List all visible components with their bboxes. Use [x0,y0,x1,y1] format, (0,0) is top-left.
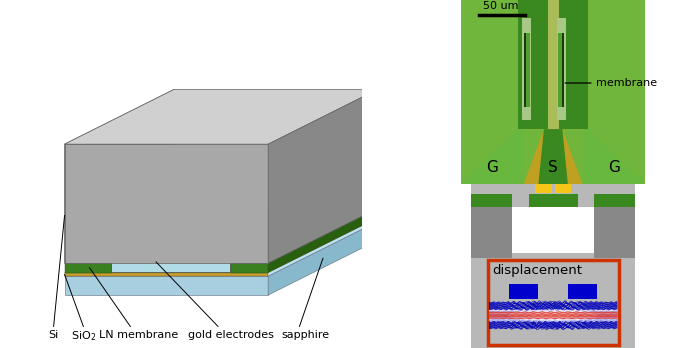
Bar [583,0,645,184]
Ellipse shape [508,310,598,321]
Polygon shape [64,208,377,263]
Bar [555,183,571,193]
Polygon shape [231,254,260,270]
Bar [529,194,577,207]
Polygon shape [260,212,342,270]
Text: 50 um: 50 um [483,1,519,11]
Polygon shape [87,212,199,254]
Bar [547,0,559,129]
Bar [471,194,512,207]
Bar [522,18,531,120]
Text: SiO$_2$: SiO$_2$ [71,330,96,343]
Polygon shape [159,254,187,270]
Polygon shape [195,254,223,270]
Polygon shape [268,221,377,295]
Polygon shape [64,276,268,295]
Ellipse shape [529,313,577,318]
Bar [518,0,547,129]
Text: membrane: membrane [595,78,657,88]
Bar [559,0,588,129]
Bar [558,33,564,107]
Text: sapphire: sapphire [282,330,329,340]
Polygon shape [231,263,268,272]
Polygon shape [112,208,340,263]
Bar [568,284,597,299]
Polygon shape [268,208,377,272]
Polygon shape [538,129,568,184]
Text: G: G [608,160,620,175]
Text: S: S [548,160,558,175]
Text: Si: Si [49,330,59,340]
Bar [488,260,619,345]
Bar [523,33,530,107]
Text: G: G [486,160,498,175]
Polygon shape [268,89,377,263]
Polygon shape [223,212,307,270]
Polygon shape [123,212,235,254]
Polygon shape [64,89,174,263]
Bar [523,33,526,107]
Polygon shape [562,129,645,184]
Polygon shape [159,212,271,254]
Bar [562,33,564,107]
Polygon shape [115,212,199,270]
Polygon shape [151,212,235,270]
Bar [509,284,538,299]
Bar [461,0,523,184]
Bar [471,201,512,258]
Bar [535,183,551,193]
Bar [512,207,594,253]
Polygon shape [195,212,307,254]
Text: displacement: displacement [492,264,582,277]
Polygon shape [112,246,231,272]
Polygon shape [123,254,151,270]
Text: gold electrodes: gold electrodes [188,330,273,340]
Bar [594,201,635,258]
Polygon shape [64,218,377,272]
Bar [594,194,635,207]
Polygon shape [64,263,112,272]
Polygon shape [187,212,271,270]
Polygon shape [64,272,268,276]
Polygon shape [64,221,377,276]
Text: LN membrane: LN membrane [99,330,178,340]
Polygon shape [87,254,115,270]
Bar [557,18,566,120]
Polygon shape [64,144,268,263]
Polygon shape [461,129,544,184]
Polygon shape [231,212,342,254]
Polygon shape [64,89,377,144]
